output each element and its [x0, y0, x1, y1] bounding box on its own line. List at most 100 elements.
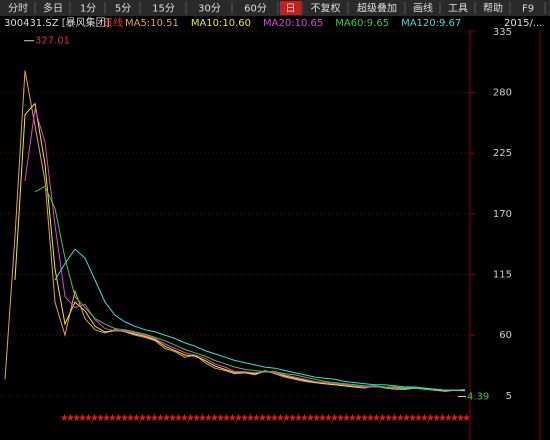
toolbar-button[interactable]	[304, 1, 347, 15]
signal-star: ★	[258, 413, 267, 424]
signal-star: ★	[390, 413, 399, 424]
toolbar-button[interactable]	[442, 1, 474, 15]
toolbar-label[interactable]: 5分	[115, 3, 131, 15]
signal-star: ★	[72, 413, 81, 424]
toolbar-button[interactable]	[407, 1, 439, 15]
signal-star: ★	[420, 413, 429, 424]
signal-star: ★	[192, 413, 201, 424]
signal-star: ★	[168, 413, 177, 424]
signal-star: ★	[366, 413, 375, 424]
signal-star: ★	[216, 413, 225, 424]
toolbar-button[interactable]	[142, 1, 185, 15]
signal-star: ★	[276, 413, 285, 424]
toolbar-label[interactable]: 帮助	[483, 2, 503, 15]
signal-star: ★	[150, 413, 159, 424]
signal-star: ★	[228, 413, 237, 424]
signal-star: ★	[66, 413, 75, 424]
ma-line	[4, 70, 466, 392]
toolbar-label[interactable]: 1分	[80, 3, 96, 15]
signal-star: ★	[84, 413, 93, 424]
signal-star: ★	[396, 413, 405, 424]
signal-star: ★	[414, 413, 423, 424]
toolbar-label[interactable]: 日	[286, 4, 296, 15]
signal-star: ★	[330, 413, 339, 424]
toolbar-label[interactable]: 30分	[198, 3, 221, 15]
signal-star: ★	[432, 413, 441, 424]
period: 日线	[103, 16, 123, 29]
legend-entry: MA5:10.51	[125, 18, 179, 29]
signal-star: ★	[174, 413, 183, 424]
signal-star: ★	[156, 413, 165, 424]
low-label: 4.39	[467, 391, 489, 402]
signal-star: ★	[162, 413, 171, 424]
signal-star: ★	[90, 413, 99, 424]
toolbar-button[interactable]	[2, 1, 34, 15]
toolbar-button[interactable]	[280, 1, 301, 15]
high-label: 327.01	[35, 36, 70, 47]
signal-star: ★	[312, 413, 321, 424]
y-tick-label: 5	[506, 391, 512, 402]
signal-markers: ★★★★★★★★★★★★★★★★★★★★★★★★★★★★★★★★★★★★★★★★…	[60, 413, 471, 424]
toolbar-label[interactable]: 不复权	[311, 2, 341, 15]
signal-star: ★	[426, 413, 435, 424]
signal-star: ★	[324, 413, 333, 424]
y-tick-label: 170	[493, 209, 512, 220]
signal-star: ★	[462, 413, 471, 424]
signal-star: ★	[204, 413, 213, 424]
legend-entry: MA10:10.60	[191, 18, 251, 29]
signal-star: ★	[288, 413, 297, 424]
toolbar-label[interactable]: 分时	[8, 3, 28, 15]
y-tick-label: 335	[493, 27, 512, 38]
toolbar-label[interactable]: 超级叠加	[357, 2, 397, 15]
toolbar-button[interactable]	[188, 1, 231, 15]
signal-star: ★	[342, 413, 351, 424]
signal-star: ★	[198, 413, 207, 424]
signal-star: ★	[138, 413, 147, 424]
toolbar-button[interactable]	[477, 1, 509, 15]
signal-star: ★	[222, 413, 231, 424]
signal-star: ★	[234, 413, 243, 424]
signal-star: ★	[252, 413, 261, 424]
toolbar-button[interactable]	[37, 1, 69, 15]
toolbar-label[interactable]: F9	[522, 4, 534, 15]
y-tick-label: 115	[493, 270, 512, 281]
ma-line	[54, 248, 466, 392]
signal-star: ★	[384, 413, 393, 424]
toolbar-button[interactable]	[350, 1, 404, 15]
toolbar-button[interactable]	[72, 1, 104, 15]
signal-star: ★	[246, 413, 255, 424]
signal-star: ★	[348, 413, 357, 424]
signal-star: ★	[60, 413, 69, 424]
toolbar-label[interactable]: 工具	[448, 3, 468, 15]
signal-star: ★	[132, 413, 141, 424]
signal-star: ★	[282, 413, 291, 424]
toolbar-button[interactable]	[547, 1, 550, 15]
toolbar-label[interactable]: 60分	[244, 3, 267, 15]
toolbar-label[interactable]: 画线	[413, 2, 433, 15]
signal-star: ★	[318, 413, 327, 424]
legend-entry: MA20:10.65	[263, 18, 323, 29]
signal-star: ★	[294, 413, 303, 424]
signal-star: ★	[144, 413, 153, 424]
ma-line	[14, 102, 466, 391]
toolbar-button[interactable]	[234, 1, 277, 15]
toolbar-button[interactable]	[512, 1, 544, 15]
y-tick-label: 60	[499, 330, 512, 341]
signal-star: ★	[78, 413, 87, 424]
signal-star: ★	[108, 413, 117, 424]
signal-star: ★	[456, 413, 465, 424]
signal-star: ★	[114, 413, 123, 424]
signal-star: ★	[336, 413, 345, 424]
signal-star: ★	[270, 413, 279, 424]
ma-line	[24, 108, 466, 391]
signal-star: ★	[378, 413, 387, 424]
legend-entry: MA120:9.67	[401, 18, 461, 29]
signal-star: ★	[240, 413, 249, 424]
toolbar-button[interactable]	[107, 1, 139, 15]
toolbar-label[interactable]: 多日	[43, 2, 63, 15]
toolbar-label[interactable]: 15分	[152, 3, 175, 15]
signal-star: ★	[102, 413, 111, 424]
signal-star: ★	[126, 413, 135, 424]
signal-star: ★	[372, 413, 381, 424]
